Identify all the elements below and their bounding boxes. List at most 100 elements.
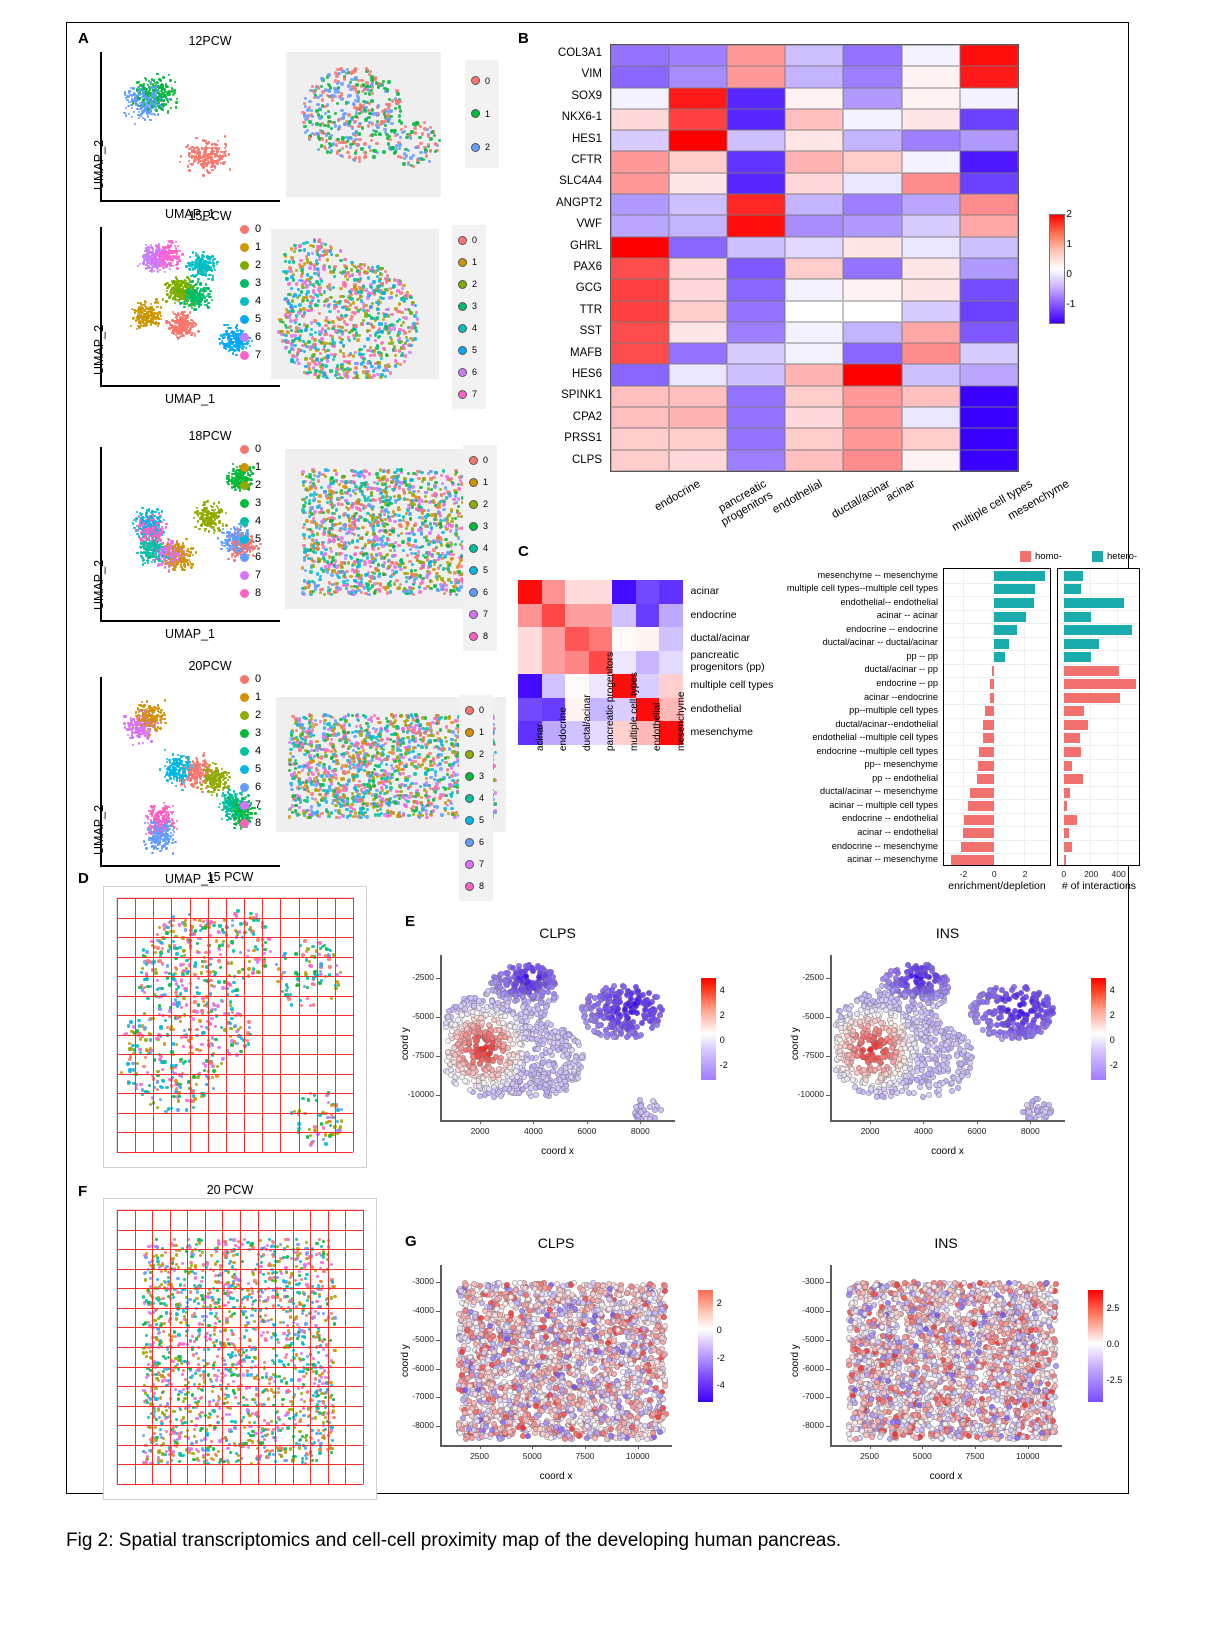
tissue-spot <box>339 249 342 252</box>
umap-legend-item[interactable]: 6 <box>240 331 261 343</box>
umap-legend-item[interactable]: 4 <box>240 295 261 307</box>
legend-label: 7 <box>255 349 261 361</box>
tissue-spot <box>345 101 348 104</box>
umap-point <box>224 155 226 157</box>
tissue-spot <box>311 123 314 126</box>
tissue-spot <box>390 291 393 294</box>
tissue-spot <box>354 134 357 137</box>
umap-point <box>136 529 138 531</box>
umap-point <box>175 106 177 108</box>
tissue-spot <box>298 244 301 247</box>
tissue-spot <box>413 337 416 340</box>
tissue-spot <box>369 292 372 295</box>
umap-point <box>227 535 229 537</box>
umap-legend-item[interactable]: 7 <box>240 349 261 361</box>
umap-point <box>155 260 157 262</box>
umap-point <box>143 88 145 90</box>
tissue-spot <box>320 85 323 88</box>
legend-color-dot <box>240 297 249 306</box>
umap-point <box>150 303 152 305</box>
umap-point <box>154 318 156 320</box>
umap-point <box>197 162 199 164</box>
umap-point <box>158 516 160 518</box>
tissue-spot <box>350 137 353 140</box>
umap-point <box>132 87 134 89</box>
umap-point <box>183 306 185 308</box>
umap-point <box>150 323 152 325</box>
tissue-spot <box>304 296 307 299</box>
tissue-spot <box>387 103 390 106</box>
umap-point <box>168 327 170 329</box>
tissue-spot <box>415 322 418 325</box>
umap-x-axis <box>100 620 280 622</box>
tissue-spot <box>373 291 376 294</box>
tissue-spot <box>304 97 307 100</box>
tissue-spot <box>283 253 286 256</box>
tissue-spot <box>419 142 422 145</box>
umap-point <box>214 143 216 145</box>
umap-legend-item[interactable]: 1 <box>240 241 261 253</box>
tissue-spot <box>359 348 362 351</box>
tissue-spot <box>327 115 330 118</box>
tissue-spot <box>311 336 314 339</box>
umap-point <box>175 276 177 278</box>
umap-point <box>237 537 239 539</box>
tissue-spot <box>317 245 320 248</box>
tissue-spot <box>349 318 352 321</box>
umap-point <box>195 265 197 267</box>
tissue-spot <box>376 308 379 311</box>
umap-point <box>232 341 234 343</box>
legend-label: 0 <box>255 223 261 235</box>
umap-point <box>139 512 141 514</box>
tissue-spot <box>387 326 390 329</box>
umap-point <box>195 283 197 285</box>
umap-point <box>143 110 145 112</box>
tissue-spot <box>375 331 378 334</box>
umap-point <box>202 166 204 168</box>
tissue-spot <box>362 319 365 322</box>
umap-point <box>128 113 130 115</box>
umap-point <box>193 275 195 277</box>
tissue-spot <box>410 344 413 347</box>
tissue-spot <box>402 284 405 287</box>
tissue-spot <box>340 326 343 329</box>
umap-legend-item[interactable]: 3 <box>240 277 261 289</box>
umap-point <box>232 463 234 465</box>
umap-point <box>193 517 195 519</box>
umap-point <box>199 283 201 285</box>
umap-point <box>203 154 205 156</box>
tissue-spot <box>360 147 363 150</box>
tissue-spot <box>288 260 291 263</box>
umap-point <box>229 349 231 351</box>
tissue-spot <box>330 253 333 256</box>
tissue-spot <box>367 124 370 127</box>
umap-point <box>217 140 219 142</box>
tissue-spot <box>302 307 305 310</box>
umap-point <box>213 150 215 152</box>
umap-point <box>187 165 189 167</box>
umap-point <box>151 561 153 563</box>
tissue-spot <box>376 373 379 376</box>
umap-point <box>175 321 177 323</box>
umap-point <box>158 554 160 556</box>
tissue-spot <box>394 107 397 110</box>
tissue-spot <box>377 104 380 107</box>
umap-point <box>133 111 135 113</box>
umap-legend-item[interactable]: 0 <box>240 223 261 235</box>
tissue-spot <box>329 270 332 273</box>
umap-point <box>143 324 145 326</box>
tissue-spot <box>342 281 345 284</box>
umap-point <box>145 537 147 539</box>
umap-legend-item[interactable]: 2 <box>240 259 261 271</box>
tissue-spot <box>419 151 422 154</box>
tissue-spot <box>307 114 310 117</box>
tissue-spot <box>335 301 338 304</box>
tissue-spot <box>298 348 301 351</box>
umap-point <box>179 250 181 252</box>
tissue-spot <box>287 282 290 285</box>
tissue-spot <box>385 281 388 284</box>
umap-y-label: UMAP_2 <box>92 325 106 375</box>
umap-legend-item[interactable]: 5 <box>240 313 261 325</box>
umap-point <box>175 241 177 243</box>
tissue-spot <box>311 359 314 362</box>
